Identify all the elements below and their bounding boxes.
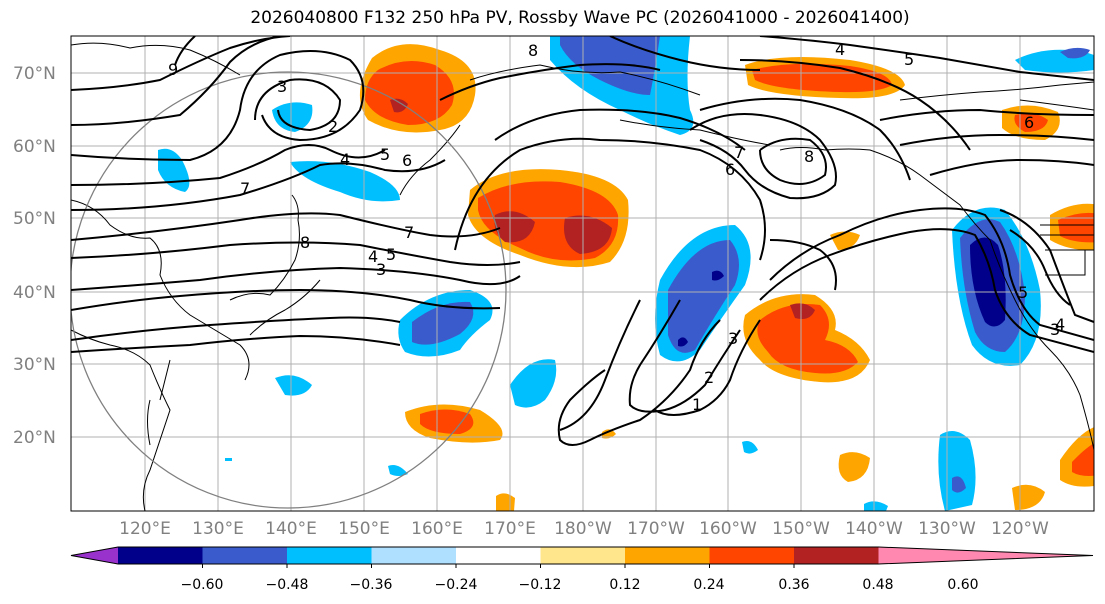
contour-label: 4 bbox=[1055, 315, 1065, 334]
map-frame bbox=[70, 35, 1095, 512]
colorbar-segment bbox=[71, 547, 118, 564]
contour-label: 3 bbox=[376, 260, 386, 279]
colorbar-outline bbox=[70, 546, 1094, 565]
latitude-labels: 70°N 60°N 50°N 40°N 30°N 20°N bbox=[13, 64, 56, 448]
contour-label: 3 bbox=[277, 77, 287, 96]
lon-label: 150°E bbox=[338, 519, 390, 539]
lat-label: 60°N bbox=[13, 137, 56, 157]
contour-label: 1 bbox=[692, 395, 702, 414]
lat-label: 30°N bbox=[13, 355, 56, 375]
colorbar-segment bbox=[540, 547, 626, 564]
colorbar-segment bbox=[118, 547, 203, 564]
colorbar-segment bbox=[371, 547, 457, 564]
contour-labels: 9 8 3 2 4 5 6 7 8 7 5 4 3 4 5 6 8 7 3 2 … bbox=[168, 40, 1065, 414]
contour-label: 3 bbox=[728, 329, 738, 348]
lon-label: 140°E bbox=[265, 519, 317, 539]
lat-label: 20°N bbox=[13, 428, 56, 448]
lon-label: 150°W bbox=[772, 519, 830, 539]
colorbar-tick-label: −0.24 bbox=[435, 577, 478, 593]
colorbar-tick-label: 0.48 bbox=[862, 577, 893, 593]
colorbar-ticks bbox=[202, 564, 795, 568]
colorbar-segment bbox=[794, 547, 879, 564]
colorbar-segment bbox=[709, 547, 795, 564]
colorbar-tick-label: −0.36 bbox=[350, 577, 393, 593]
lon-label: 160°W bbox=[699, 519, 757, 539]
contour-label: 5 bbox=[386, 245, 396, 264]
colorbar: −0.60 −0.48 −0.36 −0.24 −0.12 0.12 0.24 … bbox=[70, 546, 1094, 593]
contour-label: 3 bbox=[1050, 320, 1060, 339]
contour-label: 4 bbox=[835, 40, 845, 59]
contour-label: 5 bbox=[380, 145, 390, 164]
contour-label: 9 bbox=[168, 60, 178, 79]
contour-label: 5 bbox=[904, 50, 914, 69]
lat-label: 70°N bbox=[13, 64, 56, 84]
contour-label: 8 bbox=[528, 41, 538, 60]
colorbar-tick-label: −0.60 bbox=[181, 577, 224, 593]
lon-label: 170°E bbox=[484, 519, 536, 539]
colorbar-segment bbox=[625, 547, 710, 564]
lon-label: 120°E bbox=[119, 519, 171, 539]
colorbar-segment bbox=[287, 547, 372, 564]
contour-label: 8 bbox=[804, 147, 814, 166]
lon-label: 130°E bbox=[192, 519, 244, 539]
map-area: 9 8 3 2 4 5 6 7 8 7 5 4 3 4 5 6 8 7 3 2 … bbox=[71, 36, 1094, 511]
lon-label: 170°W bbox=[627, 519, 685, 539]
coastlines bbox=[71, 42, 1094, 511]
contour-label: 6 bbox=[725, 160, 735, 179]
contour-label: 5 bbox=[1018, 283, 1028, 302]
lon-label: 140°W bbox=[845, 519, 903, 539]
lon-label: 120°W bbox=[991, 519, 1049, 539]
pv-contours bbox=[71, 36, 1094, 446]
contour-label: 6 bbox=[402, 151, 412, 170]
lon-label: 130°W bbox=[918, 519, 976, 539]
lat-label: 40°N bbox=[13, 283, 56, 303]
gridlines bbox=[71, 36, 1094, 511]
longitude-labels: 120°E 130°E 140°E 150°E 160°E 170°E 180°… bbox=[119, 519, 1049, 539]
contour-label: 6 bbox=[1024, 113, 1034, 132]
colorbar-tick-label: −0.48 bbox=[266, 577, 309, 593]
colorbar-tick-label: 0.24 bbox=[693, 577, 724, 593]
contour-label: 7 bbox=[734, 143, 744, 162]
contour-label: 2 bbox=[704, 368, 714, 387]
reference-circle bbox=[71, 71, 507, 509]
colorbar-segment bbox=[202, 547, 288, 564]
colorbar-tick-labels: −0.60 −0.48 −0.36 −0.24 −0.12 0.12 0.24 … bbox=[181, 577, 979, 593]
colorbar-segments bbox=[70, 546, 1094, 565]
colorbar-segment bbox=[456, 547, 541, 564]
contour-label: 2 bbox=[328, 117, 338, 136]
lon-label: 180°W bbox=[554, 519, 612, 539]
lon-label: 160°E bbox=[411, 519, 463, 539]
contour-label: 4 bbox=[340, 150, 350, 169]
colorbar-tick-label: 0.12 bbox=[609, 577, 640, 593]
colorbar-tick-label: 0.36 bbox=[778, 577, 809, 593]
lat-label: 50°N bbox=[13, 209, 56, 229]
chart-title: 2026040800 F132 250 hPa PV, Rossby Wave … bbox=[250, 8, 910, 28]
contour-label: 7 bbox=[240, 179, 250, 198]
contour-label: 7 bbox=[404, 223, 414, 242]
colorbar-tick-label: −0.12 bbox=[519, 577, 562, 593]
colorbar-segment bbox=[878, 547, 1093, 564]
colorbar-tick-label: 0.60 bbox=[947, 577, 978, 593]
contour-label: 4 bbox=[368, 247, 378, 266]
negative-pv-anomalies bbox=[158, 36, 1094, 511]
contour-label: 8 bbox=[300, 233, 310, 252]
